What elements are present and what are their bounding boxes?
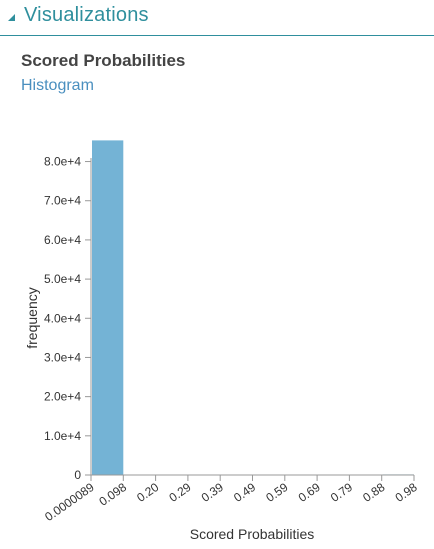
visualizations-header: Visualizations — [0, 0, 434, 36]
histogram-svg: 0 1.0e+4 2.0e+4 3.0e+4 4.0e+4 5.0e+4 6.0e+4 7.0… — [24, 140, 420, 542]
triangle-down-icon[interactable] — [6, 12, 16, 22]
y-tick-label: 4.0e+4 — [44, 311, 81, 325]
x-tick-label: 0.79 — [328, 480, 355, 505]
x-tick-label: 0.59 — [263, 480, 290, 505]
histogram-chart: 0 1.0e+4 2.0e+4 3.0e+4 4.0e+4 5.0e+4 6.0e+4 7.0… — [0, 140, 434, 549]
bars-layer — [92, 140, 414, 476]
y-tick-label: 3.0e+4 — [44, 350, 81, 364]
y-tick-label: 1.0e+4 — [44, 429, 81, 443]
x-ticks-layer: 0.0000089 0.098 0.20 0.29 0.39 0.49 0.59 0.69 0.… — [42, 475, 420, 524]
x-tick-label: 0.0000089 — [42, 480, 97, 524]
x-tick-label: 0.098 — [96, 480, 129, 509]
x-axis-label: Scored Probabilities — [190, 526, 315, 542]
panel-title: Visualizations — [24, 4, 149, 26]
y-tick-label: 7.0e+4 — [44, 194, 81, 208]
y-tick-label: 5.0e+4 — [44, 272, 81, 286]
y-tick-label: 2.0e+4 — [44, 390, 81, 404]
x-tick-label: 0.88 — [360, 480, 387, 505]
y-ticks-layer: 0 1.0e+4 2.0e+4 3.0e+4 4.0e+4 5.0e+4 6.0e+4 7.0… — [44, 155, 91, 482]
x-tick-label: 0.98 — [393, 480, 420, 505]
chart-section-title: Scored Probabilities — [21, 51, 186, 70]
x-tick-label: 0.69 — [296, 480, 323, 505]
x-tick-label: 0.39 — [199, 480, 226, 505]
chart-type-label: Histogram — [21, 77, 94, 94]
x-tick-label: 0.20 — [134, 480, 161, 505]
histogram-bar — [92, 140, 124, 475]
y-axis-label: frequency — [24, 287, 40, 348]
y-tick-label: 0 — [74, 468, 81, 482]
y-tick-label: 6.0e+4 — [44, 233, 81, 247]
x-tick-label: 0.49 — [231, 480, 258, 505]
y-tick-label: 8.0e+4 — [44, 155, 81, 169]
x-tick-label: 0.29 — [166, 480, 193, 505]
